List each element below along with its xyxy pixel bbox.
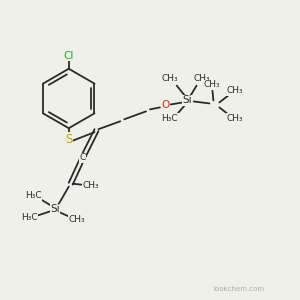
Text: O: O [162,100,170,110]
Text: CH₃: CH₃ [68,215,85,224]
Text: H₃C: H₃C [21,213,38,222]
Text: C: C [80,153,86,162]
Text: S: S [65,133,72,146]
Text: CH₃: CH₃ [203,80,220,89]
Text: CH₃: CH₃ [193,74,210,83]
Text: Si: Si [183,95,193,106]
Text: Si: Si [50,204,60,214]
Text: lookchem.com: lookchem.com [214,286,265,292]
Text: Cl: Cl [64,51,74,61]
Text: H₃C: H₃C [25,191,41,200]
Text: CH₃: CH₃ [227,86,244,95]
Text: CH₃: CH₃ [82,181,99,190]
Text: CH₃: CH₃ [227,114,244,123]
Text: CH₃: CH₃ [161,74,178,83]
Text: H₃C: H₃C [161,114,178,123]
